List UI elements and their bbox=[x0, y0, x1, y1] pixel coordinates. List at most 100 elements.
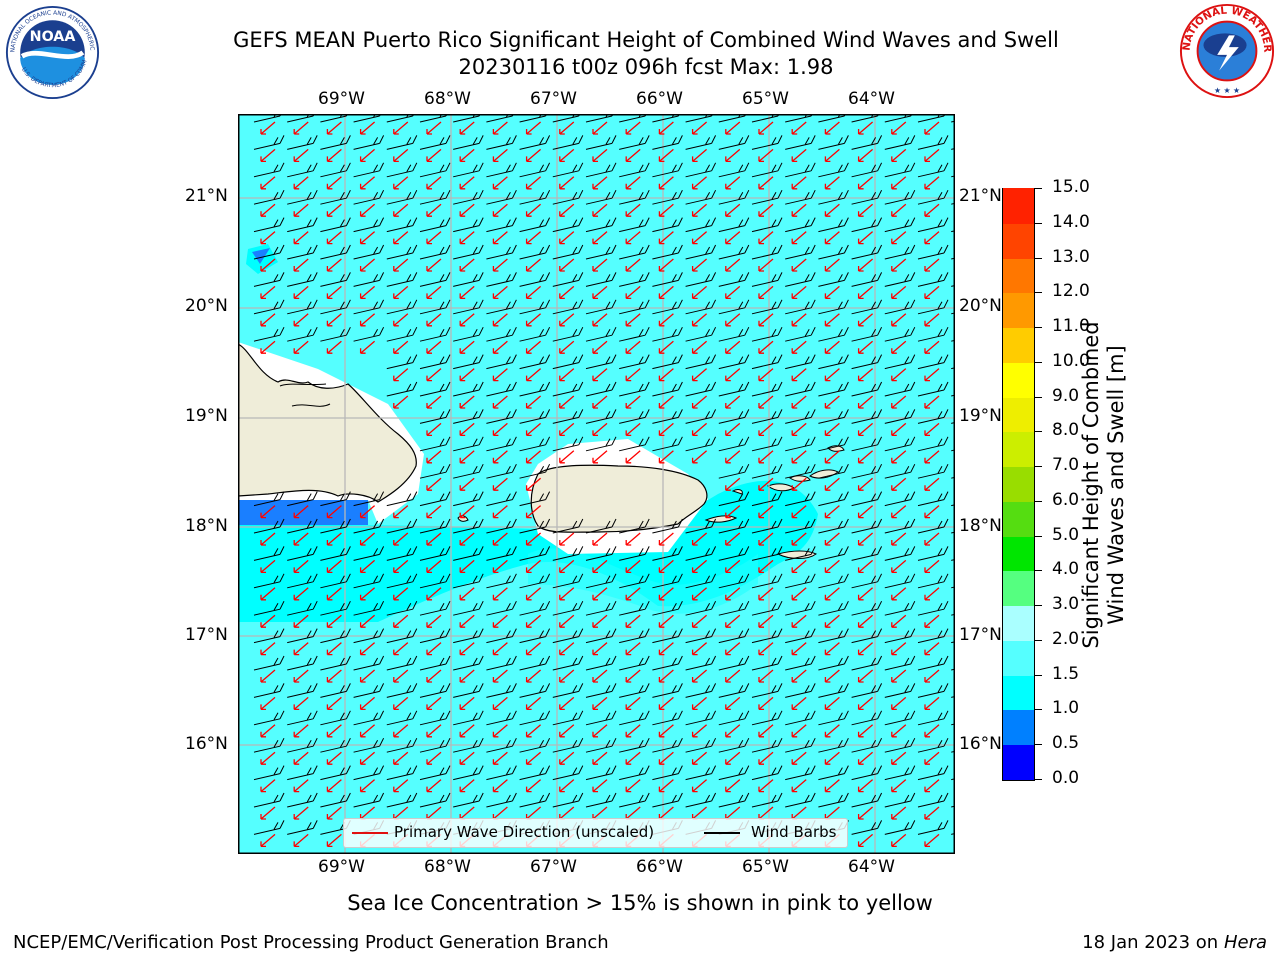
wave-direction-arrow bbox=[592, 285, 608, 300]
wave-direction-arrow bbox=[924, 285, 940, 300]
wind-barb bbox=[453, 683, 484, 698]
wind-barb bbox=[453, 272, 484, 287]
wave-direction-arrow bbox=[459, 724, 475, 738]
wind-barb bbox=[652, 710, 683, 726]
colorbar-tick-label: 2.0 bbox=[1052, 628, 1080, 649]
wind-barb bbox=[884, 820, 916, 835]
colorbar-segment bbox=[1003, 466, 1034, 502]
wind-barb bbox=[685, 381, 717, 397]
wave-direction-arrow bbox=[824, 696, 840, 711]
wind-barb bbox=[785, 683, 816, 698]
colorbar-tick-mark bbox=[1034, 744, 1042, 746]
wind-barb bbox=[519, 710, 551, 726]
wave-direction-arrow bbox=[260, 505, 276, 519]
wind-barb bbox=[785, 299, 816, 315]
wave-direction-arrow bbox=[725, 559, 741, 574]
wave-direction-arrow bbox=[857, 422, 874, 437]
wave-direction-arrow bbox=[824, 505, 840, 519]
wave-direction-arrow bbox=[625, 231, 641, 245]
wave-direction-arrow bbox=[592, 724, 608, 738]
wave-direction-arrow bbox=[260, 285, 276, 300]
wind-barb bbox=[619, 546, 650, 561]
wave-direction-arrow bbox=[758, 477, 774, 491]
colorbar-segment bbox=[1003, 675, 1034, 711]
wind-barb bbox=[320, 765, 351, 781]
wave-direction-arrow bbox=[758, 121, 774, 135]
wave-direction-arrow bbox=[658, 231, 674, 245]
wind-barb bbox=[751, 463, 783, 479]
wave-direction-arrow bbox=[691, 203, 708, 217]
wind-barb bbox=[718, 546, 750, 561]
wind-barb bbox=[818, 299, 849, 315]
wave-direction-arrow bbox=[758, 751, 774, 765]
wave-direction-arrow bbox=[592, 422, 608, 437]
wind-barb bbox=[685, 299, 717, 315]
wind-barb bbox=[652, 628, 683, 644]
wave-direction-arrow bbox=[326, 258, 342, 272]
wave-direction-arrow bbox=[559, 231, 575, 245]
wave-direction-arrow bbox=[824, 559, 840, 574]
wave-direction-arrow bbox=[293, 258, 309, 272]
wave-direction-arrow bbox=[691, 285, 708, 300]
wave-direction-arrow bbox=[459, 340, 475, 354]
wave-direction-arrow bbox=[725, 422, 741, 437]
wave-direction-arrow bbox=[260, 696, 276, 711]
wave-direction-arrow bbox=[592, 176, 608, 190]
wave-direction-arrow bbox=[492, 696, 508, 711]
wind-barb bbox=[453, 463, 484, 479]
legend-barb-label: Wind Barbs bbox=[751, 823, 837, 841]
wind-barb bbox=[884, 463, 916, 479]
wind-barb bbox=[386, 272, 418, 287]
wave-direction-arrow bbox=[525, 696, 542, 711]
wind-barb bbox=[552, 354, 584, 370]
wind-barb bbox=[619, 272, 650, 287]
lon-label-top: 67°W bbox=[530, 89, 577, 109]
wind-barb bbox=[287, 628, 318, 644]
wind-barb bbox=[353, 546, 385, 561]
wind-barb bbox=[652, 299, 683, 315]
wind-barb bbox=[253, 765, 285, 781]
wind-barb bbox=[453, 655, 484, 671]
wave-direction-arrow bbox=[891, 258, 907, 272]
wave-direction-arrow bbox=[559, 696, 575, 711]
wind-barb bbox=[419, 354, 451, 370]
wave-direction-arrow bbox=[725, 368, 741, 382]
wind-barb bbox=[585, 655, 617, 671]
colorbar-segment bbox=[1003, 431, 1034, 468]
wave-direction-arrow bbox=[725, 642, 741, 656]
wind-barb bbox=[519, 326, 551, 342]
colorbar-tick-mark bbox=[1034, 535, 1042, 537]
wind-barb bbox=[818, 518, 849, 534]
colorbar-label-line2: Wind Waves and Swell [m] bbox=[1104, 345, 1128, 625]
wave-direction-arrow bbox=[691, 587, 708, 601]
wave-direction-arrow bbox=[758, 696, 774, 711]
wave-direction-arrow bbox=[525, 532, 542, 546]
wave-direction-arrow bbox=[426, 724, 442, 738]
wave-direction-arrow bbox=[326, 833, 342, 848]
wind-barb bbox=[253, 162, 285, 178]
wind-barb bbox=[685, 765, 717, 781]
wave-direction-arrow bbox=[426, 340, 442, 354]
wave-direction-arrow bbox=[725, 450, 741, 464]
wind-barb bbox=[519, 244, 551, 260]
wind-barb bbox=[818, 491, 849, 507]
wave-direction-arrow bbox=[326, 285, 342, 300]
colorbar-segment bbox=[1003, 223, 1034, 259]
wind-barb bbox=[519, 600, 551, 616]
wind-barb bbox=[785, 463, 816, 479]
legend-wave-swatch bbox=[352, 832, 388, 834]
colorbar-tick-label: 15.0 bbox=[1052, 177, 1090, 197]
wind-barb bbox=[884, 573, 916, 589]
wave-direction-arrow bbox=[857, 751, 874, 765]
wave-direction-arrow bbox=[857, 587, 874, 601]
wave-direction-arrow bbox=[791, 313, 807, 327]
wind-barb bbox=[785, 244, 816, 260]
wind-barb bbox=[486, 463, 517, 479]
wave-direction-arrow bbox=[559, 121, 575, 135]
wave-direction-arrow bbox=[725, 505, 741, 519]
wave-direction-arrow bbox=[426, 395, 442, 409]
wave-direction-arrow bbox=[592, 231, 608, 245]
wind-barb bbox=[785, 765, 816, 781]
wave-direction-arrow bbox=[924, 340, 940, 354]
wave-direction-arrow bbox=[492, 340, 508, 354]
